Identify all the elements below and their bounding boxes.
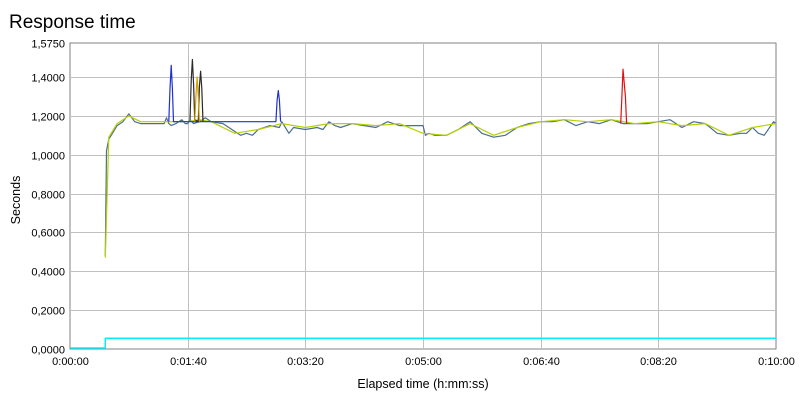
y-tick-label: 0,4000 xyxy=(31,267,65,279)
series-line-5 xyxy=(194,76,200,122)
x-tick-label: 0:05:00 xyxy=(405,356,442,368)
x-tick-label: 0:01:40 xyxy=(170,356,207,368)
x-tick-label: 0:00:00 xyxy=(52,356,89,368)
y-tick-labels: 0,0000 0,2000 0,4000 0,6000 0,8000 1,0000 1,20… xyxy=(31,39,65,357)
series-line-2 xyxy=(104,115,777,258)
y-tick-label: 1,5750 xyxy=(31,39,65,51)
y-tick-label: 0,6000 xyxy=(31,228,65,240)
y-tick-label: 0,0000 xyxy=(31,345,65,357)
x-tick-label: 0:03:20 xyxy=(287,356,324,368)
y-tick-label: 0,2000 xyxy=(31,306,65,318)
grid-lines xyxy=(70,43,776,349)
chart-title: Response time xyxy=(9,12,136,33)
series-line-4 xyxy=(189,58,204,123)
x-tick-labels: 0:00:00 0:01:40 0:03:20 0:05:00 0:06:40 0:08:… xyxy=(52,356,795,368)
series-line-7 xyxy=(70,337,776,349)
y-tick-label: 1,4000 xyxy=(31,73,65,85)
y-axis-label: Seconds xyxy=(9,176,23,225)
y-tick-label: 0,8000 xyxy=(31,190,65,202)
series-line-3 xyxy=(168,64,282,123)
series-line-6 xyxy=(620,68,628,124)
x-tick-label: 0:08:20 xyxy=(640,356,677,368)
y-tick-label: 1,0000 xyxy=(31,151,65,163)
x-axis-label: Elapsed time (h:mm:ss) xyxy=(357,377,488,391)
x-tick-label: 0:10:00 xyxy=(758,356,795,368)
x-tick-label: 0:06:40 xyxy=(523,356,560,368)
y-tick-label: 1,2000 xyxy=(31,112,65,124)
series-group xyxy=(70,58,777,349)
